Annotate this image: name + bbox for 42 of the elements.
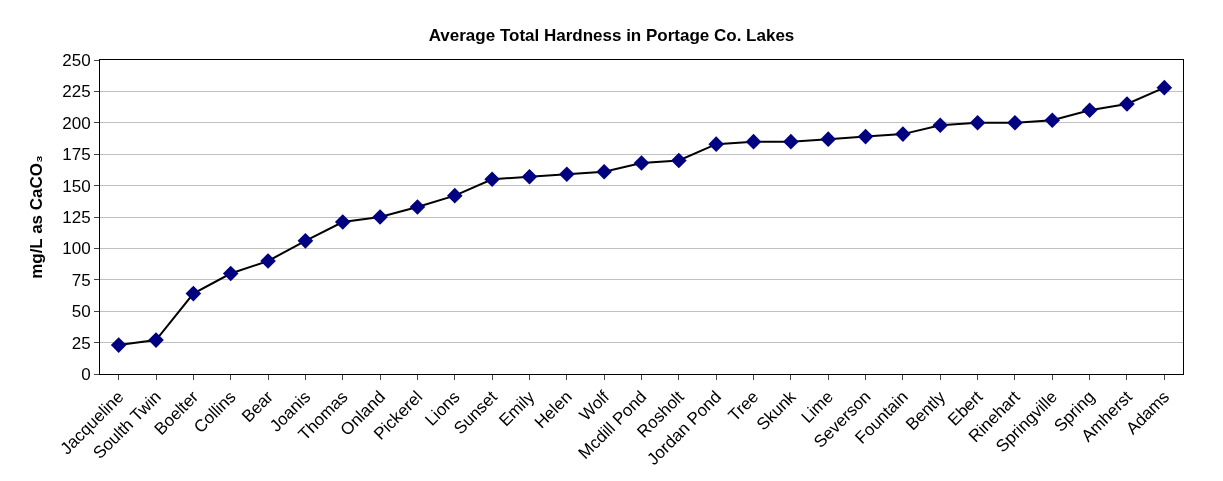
point [969, 115, 986, 131]
point [297, 233, 314, 249]
point [596, 163, 612, 180]
point [110, 337, 127, 353]
point [671, 152, 687, 169]
point [334, 214, 351, 230]
point [820, 131, 837, 147]
point [857, 128, 874, 145]
point [1081, 102, 1098, 119]
point [932, 117, 949, 134]
y-tick-label: 100 [62, 239, 91, 259]
point [484, 171, 500, 188]
point [783, 133, 799, 150]
y-tick-label: 50 [71, 302, 91, 322]
point [633, 155, 650, 171]
point [1044, 112, 1061, 129]
point [372, 209, 388, 225]
y-tick-label: 175 [62, 145, 91, 165]
y-tick-label: 150 [62, 176, 91, 196]
point [745, 133, 762, 150]
y-axis-title: mg/L as CaCO₃ [26, 155, 46, 279]
point [521, 169, 538, 185]
point [895, 126, 911, 142]
y-tick-label: 225 [62, 82, 91, 102]
point [185, 285, 202, 302]
point [446, 187, 463, 204]
point [260, 253, 276, 269]
chart-title: Average Total Hardness in Portage Co. Lakes [428, 25, 795, 45]
point [1119, 96, 1135, 112]
point [1156, 79, 1173, 96]
y-tick-label: 200 [62, 113, 91, 133]
point [148, 332, 164, 348]
point [1007, 115, 1023, 131]
y-tick-label: 250 [62, 50, 91, 70]
y-tick-label: 25 [71, 333, 91, 353]
point [708, 136, 724, 152]
point [559, 166, 575, 183]
y-tick-label: 0 [81, 364, 91, 384]
point [222, 265, 239, 282]
y-tick-label: 125 [62, 207, 91, 227]
y-tick-label: 75 [71, 270, 91, 290]
point [409, 199, 426, 215]
